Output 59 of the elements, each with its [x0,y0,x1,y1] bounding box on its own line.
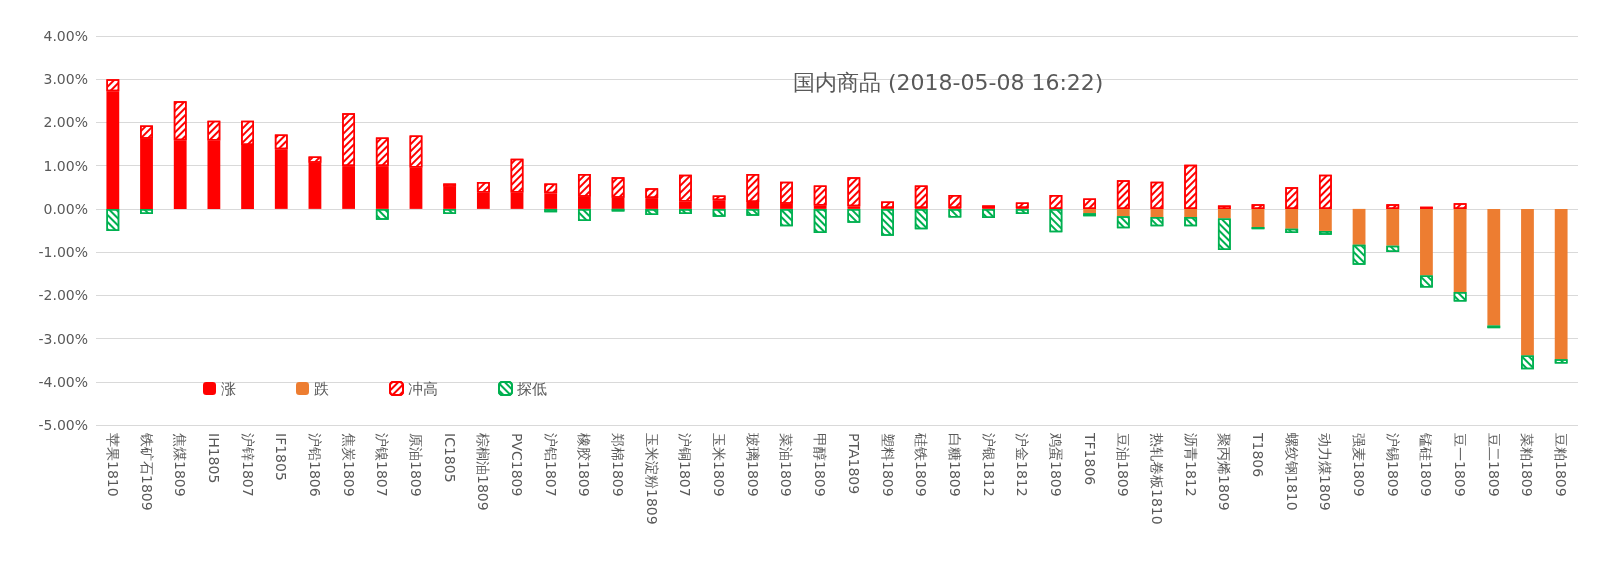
y-tick-label: 1.00% [43,157,88,174]
legend-label: 跌 [314,379,329,398]
x-tick-label: 棕榈油1809 [475,433,492,511]
legend-label: 冲高 [408,379,438,398]
x-tick-label: 锰硅1809 [1418,432,1435,497]
x-tick-label: 菜粕1809 [1519,433,1536,497]
y-tick-label: 0.00% [43,200,88,217]
x-tick-label: 沪锡1809 [1384,433,1401,497]
x-tick-label: 豆油1809 [1115,433,1132,497]
x-tick-label: T1806 [1250,432,1267,478]
x-tick-label: 郑棉1809 [610,433,627,497]
x-tick-label: 热轧卷板1810 [1148,433,1165,525]
x-tick-label: IC1805 [441,433,458,483]
y-tick-label: 2.00% [43,114,88,131]
x-tick-label: 鸡蛋1809 [1047,432,1064,497]
y-tick-label: -2.00% [38,287,88,304]
x-tick-label: 硅铁1809 [913,432,930,497]
legend-label: 探低 [517,379,547,398]
x-tick-label: 沪铅1806 [306,433,323,497]
y-tick-label: -3.00% [38,330,88,347]
y-tick-label: -5.00% [38,417,88,433]
x-tick-label: 沪金1812 [1014,433,1031,497]
x-tick-label: 动力煤1809 [1317,433,1334,511]
x-tick-label: 沪铜1807 [677,433,694,497]
x-tick-label: 螺纹钢1810 [1283,433,1300,511]
x-tick-label: PVC1809 [509,433,526,497]
x-tick-label: 甲醇1809 [812,433,829,497]
x-tick-label: 菜油1809 [778,433,795,497]
x-tick-label: PTA1809 [845,433,862,495]
y-tick-label: 3.00% [43,71,88,88]
x-tick-label: TF1806 [1081,432,1098,486]
y-tick-label: 4.00% [43,28,88,44]
x-tick-label: 沪锌1807 [239,433,256,497]
x-tick-label: 铁矿石1809 [138,432,155,511]
x-tick-label: 玉米淀粉1809 [643,433,660,525]
y-tick-label: -1.00% [38,244,88,261]
x-tick-label: 玉米1809 [711,433,728,497]
x-tick-label: 原油1809 [407,433,424,497]
x-tick-label: 塑料1809 [879,433,896,497]
x-tick-label: 沪银1812 [980,433,997,497]
y-tick-label: -4.00% [38,373,88,390]
x-tick-label: IF1805 [273,433,290,481]
text: 国内商品 (2018-05-08 16:22) [793,69,1104,95]
x-tick-label: 豆粕1809 [1553,433,1570,497]
x-tick-label: 豆一1809 [1452,433,1469,497]
legend-label: 涨 [221,379,236,398]
x-tick-label: 沪镍1807 [374,433,391,497]
x-tick-label: 焦炭1809 [340,433,357,497]
x-tick-label: 聚丙烯1809 [1216,433,1233,511]
x-tick-label: 玻璃1809 [744,433,761,497]
x-tick-label: 橡胶1809 [576,433,593,497]
x-tick-label: 白糖1809 [946,433,963,497]
x-tick-label: 苹果1810 [104,433,121,497]
x-tick-label: 沥青1812 [1182,433,1199,497]
x-tick-label: 豆二1809 [1485,433,1502,497]
x-tick-label: IH1805 [205,433,222,484]
x-tick-label: 焦煤1809 [172,433,189,497]
x-tick-label: 沪铝1807 [542,433,559,497]
x-tick-label: 强麦1809 [1351,433,1368,497]
